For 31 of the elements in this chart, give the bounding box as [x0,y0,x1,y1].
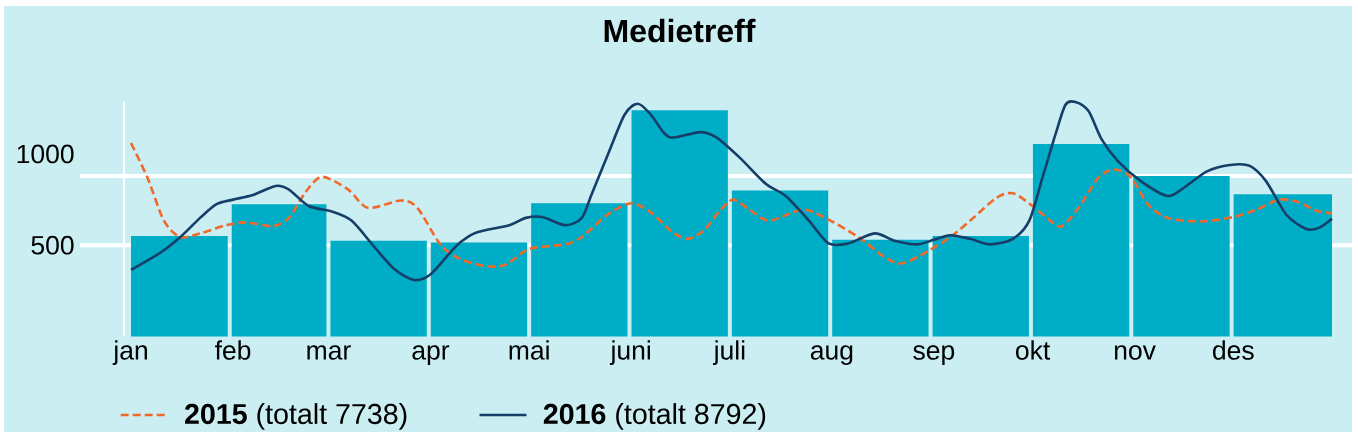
bar [131,236,228,337]
legend-label: 2016 (totalt 8792) [543,403,766,430]
y-tick-label: 1000 [17,144,74,164]
bar [1032,143,1130,337]
line-series [129,100,1334,282]
bar [1133,175,1230,337]
bar [430,242,528,337]
bar [330,240,427,337]
x-tick-label: apr [412,345,450,365]
y-tick-label: 500 [31,235,74,255]
x-tick-label: juni [609,340,650,365]
x-tick-label: okt [1016,340,1051,360]
x-tick-label: nov [1114,345,1156,360]
x-tick-label: mai [509,340,549,360]
x-tick-label: mar [307,345,351,360]
x-tick-label: sep [913,345,955,365]
x-tick-label: jan [112,340,147,365]
bar [531,203,628,337]
x-tick-label: aug [810,345,853,365]
line-series [129,141,1334,268]
bar [1233,194,1332,337]
x-tick-label: feb [214,340,251,360]
bar [231,204,327,337]
bar [731,190,829,337]
bar [932,236,1029,337]
x-tick-label: des [1213,340,1254,360]
bar [631,110,728,337]
legend-label: 2015 (totalt 7738) [185,403,407,430]
x-tick-label: juli [713,340,745,365]
chart-title: Medietreff [604,18,756,43]
bar [832,239,929,337]
